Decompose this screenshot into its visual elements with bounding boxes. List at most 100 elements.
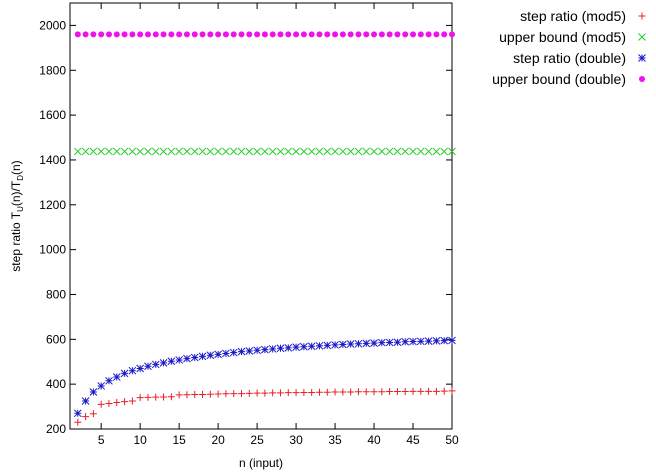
data-point — [168, 393, 175, 400]
legend-marker — [639, 34, 646, 41]
data-point — [74, 410, 81, 417]
data-point — [105, 400, 112, 407]
data-point — [207, 31, 213, 37]
data-point — [215, 31, 221, 37]
data-point — [371, 388, 378, 395]
data-point — [308, 389, 315, 396]
data-point — [239, 31, 245, 37]
data-point — [277, 31, 283, 37]
data-point — [113, 399, 120, 406]
y-tick-label: 1000 — [39, 243, 66, 257]
data-point — [332, 148, 339, 155]
series-4 — [75, 31, 455, 37]
legend-label: step ratio (double) — [513, 50, 626, 66]
data-point — [152, 394, 159, 401]
data-point — [153, 31, 159, 37]
data-point — [425, 388, 432, 395]
data-point — [269, 389, 276, 396]
data-point — [144, 148, 151, 155]
data-point — [300, 389, 307, 396]
data-point — [121, 370, 128, 377]
data-point — [449, 31, 455, 37]
data-point — [449, 387, 456, 394]
data-point — [394, 388, 401, 395]
data-point — [339, 148, 346, 155]
data-point — [129, 148, 136, 155]
data-point — [347, 148, 354, 155]
data-point — [316, 342, 323, 349]
data-marks — [74, 31, 455, 425]
data-point — [418, 31, 424, 37]
data-point — [394, 339, 401, 346]
legend-label: upper bound (mod5) — [499, 29, 626, 45]
data-point — [246, 31, 252, 37]
data-point — [441, 337, 448, 344]
data-point — [262, 31, 268, 37]
data-point — [222, 390, 229, 397]
data-point — [378, 148, 385, 155]
data-point — [300, 148, 307, 155]
data-point — [83, 31, 89, 37]
data-point — [121, 398, 128, 405]
data-point — [98, 31, 104, 37]
data-point — [386, 388, 393, 395]
y-tick-label: 1600 — [39, 108, 66, 122]
data-point — [433, 337, 440, 344]
data-point — [90, 410, 97, 417]
data-point — [269, 345, 276, 352]
data-point — [378, 339, 385, 346]
data-point — [433, 31, 439, 37]
data-point — [285, 31, 291, 37]
x-tick-label: 15 — [172, 433, 186, 447]
data-point — [316, 148, 323, 155]
data-point — [207, 148, 214, 155]
data-point — [402, 148, 409, 155]
data-point — [152, 361, 159, 368]
data-point — [277, 389, 284, 396]
data-point — [230, 349, 237, 356]
data-point — [402, 338, 409, 345]
data-point — [254, 390, 261, 397]
y-tick-label: 2000 — [39, 18, 66, 32]
data-point — [246, 347, 253, 354]
data-point — [348, 31, 354, 37]
data-point — [410, 388, 417, 395]
data-point — [82, 413, 89, 420]
data-point — [199, 391, 206, 398]
data-point — [254, 148, 261, 155]
data-point — [270, 31, 276, 37]
data-point — [371, 340, 378, 347]
y-tick-label: 200 — [46, 422, 66, 436]
data-point — [82, 397, 89, 404]
data-point — [176, 31, 182, 37]
data-point — [308, 148, 315, 155]
data-point — [449, 337, 456, 344]
data-point — [332, 389, 339, 396]
series-3 — [74, 337, 455, 417]
data-point — [161, 31, 167, 37]
data-point — [246, 148, 253, 155]
data-point — [347, 389, 354, 396]
data-point — [261, 390, 268, 397]
data-point — [355, 340, 362, 347]
data-point — [293, 31, 299, 37]
data-point — [394, 31, 400, 37]
data-point — [176, 148, 183, 155]
data-point — [308, 343, 315, 350]
data-point — [137, 148, 144, 155]
data-point — [324, 389, 331, 396]
data-point — [402, 388, 409, 395]
data-point — [433, 148, 440, 155]
data-point — [347, 341, 354, 348]
x-axis: 5 10 15 20 25 30 35 40 45 50 — [98, 3, 459, 447]
data-point — [386, 148, 393, 155]
data-point — [74, 419, 81, 426]
legend-marker — [639, 13, 646, 20]
legend-marker — [639, 55, 646, 62]
data-point — [145, 31, 151, 37]
data-point — [183, 355, 190, 362]
data-point — [324, 31, 330, 37]
data-point — [417, 148, 424, 155]
data-point — [261, 148, 268, 155]
data-point — [425, 338, 432, 345]
